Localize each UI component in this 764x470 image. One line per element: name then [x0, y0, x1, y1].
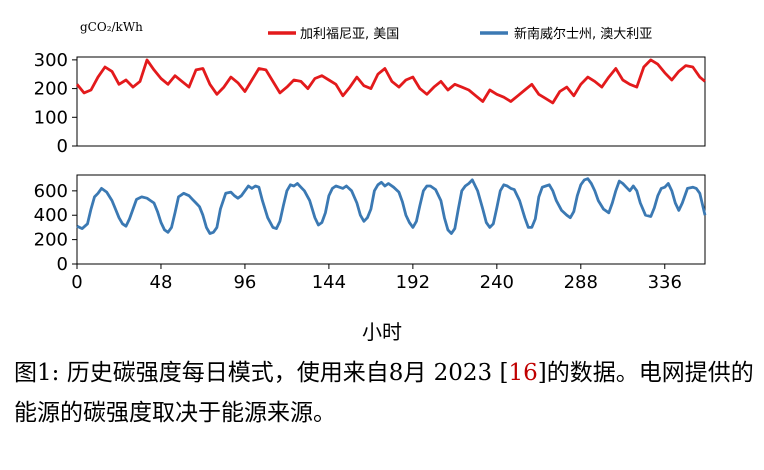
x-axis-label: 小时	[362, 320, 402, 344]
x-tick-label: 192	[396, 272, 430, 293]
x-tick-label: 144	[312, 272, 346, 293]
panel-1: 0 100 200 300	[34, 50, 706, 157]
legend-entry: 新南威尔士州, 澳大利亚	[480, 26, 652, 42]
y-tick-label: 100	[34, 107, 68, 128]
series-line	[76, 177, 707, 235]
caption-prefix: 图1: 历史碳强度每日模式，使用来自8月 2023 [	[14, 360, 509, 386]
y-tick-label: 200	[34, 230, 68, 251]
series-line	[75, 58, 706, 105]
caption-suffix: ]的数据。电网提供的能源的碳强度取决于能源来源。	[14, 360, 754, 426]
legend-label: 加利福尼亚, 美国	[300, 27, 399, 42]
legend-label: 新南威尔士州, 澳大利亚	[514, 26, 652, 42]
y-tick-label: 0	[57, 136, 68, 157]
y-tick-label: 400	[34, 205, 68, 226]
legend-entry: 加利福尼亚, 美国	[268, 27, 399, 42]
plot-frame	[76, 174, 706, 265]
x-tick-label: 96	[233, 272, 256, 293]
figure-caption: 图1: 历史碳强度每日模式，使用来自8月 2023 [16]的数据。电网提供的能…	[14, 353, 754, 433]
unit-label: gCO₂/kWh	[80, 20, 143, 34]
x-tick-label: 288	[564, 272, 598, 293]
caption-citation-link[interactable]: 16	[508, 360, 538, 386]
plot-frame	[76, 56, 706, 147]
y-tick-label: 300	[34, 50, 68, 71]
y-tick-label: 600	[34, 181, 68, 202]
x-tick-label: 336	[648, 272, 682, 293]
x-tick-label: 48	[150, 272, 173, 293]
x-tick-label: 0	[71, 272, 82, 293]
y-tick-label: 200	[34, 79, 68, 100]
y-tick-label: 0	[57, 254, 68, 275]
x-tick-label: 240	[480, 272, 514, 293]
